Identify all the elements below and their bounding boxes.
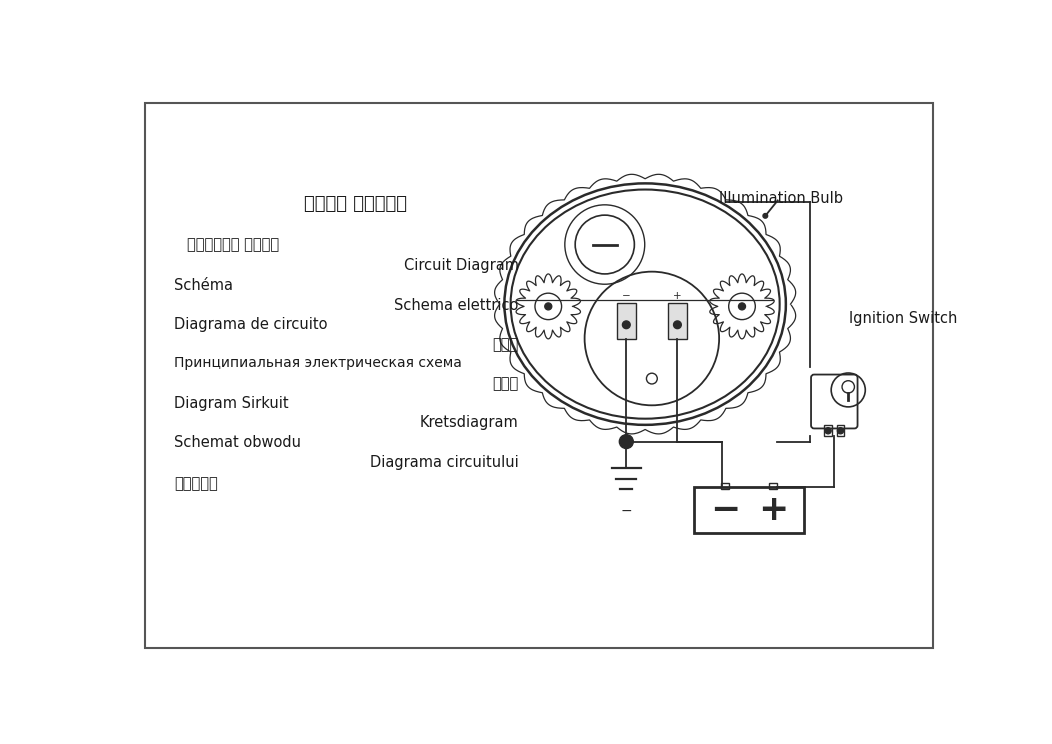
Text: Kretsdiagram: Kretsdiagram <box>420 415 519 430</box>
Text: −: − <box>621 504 632 518</box>
Circle shape <box>620 434 633 449</box>
Circle shape <box>739 303 746 310</box>
Bar <box>694 487 804 533</box>
Circle shape <box>545 303 551 310</box>
Circle shape <box>837 428 844 434</box>
Circle shape <box>825 428 831 434</box>
Text: Diagrama de circuito: Diagrama de circuito <box>174 317 327 332</box>
Circle shape <box>623 321 630 329</box>
Text: 電路原理圖: 電路原理圖 <box>174 476 218 491</box>
Bar <box>769 483 777 489</box>
Circle shape <box>673 321 682 329</box>
Text: 回路図: 回路図 <box>492 337 519 352</box>
Text: Принципиальная электрическая схема: Принципиальная электрическая схема <box>174 356 462 370</box>
Text: Diagrama circuitului: Diagrama circuitului <box>370 455 519 470</box>
Text: −: − <box>710 493 740 527</box>
Text: सर्किट आरेख: सर्किट आरेख <box>187 237 279 253</box>
Text: Diagram Sirkuit: Diagram Sirkuit <box>174 396 288 411</box>
Text: सरकट चिँउर: सरकट चिँउर <box>304 195 407 213</box>
Bar <box>824 426 832 436</box>
Circle shape <box>763 214 768 218</box>
Text: +: + <box>758 493 789 527</box>
Text: Schemat obwodu: Schemat obwodu <box>174 435 301 450</box>
Bar <box>836 426 845 436</box>
Text: Schema elettrico: Schema elettrico <box>394 298 519 313</box>
Bar <box>616 303 635 339</box>
Text: +: + <box>673 291 682 301</box>
Text: Schéma: Schéma <box>174 278 232 292</box>
Text: Illumination Bulb: Illumination Bulb <box>719 190 843 205</box>
Text: 회로도: 회로도 <box>492 376 519 391</box>
Text: Ignition Switch: Ignition Switch <box>849 311 957 326</box>
Text: Circuit Diagram: Circuit Diagram <box>404 257 519 272</box>
Bar <box>721 483 729 489</box>
Text: −: − <box>622 291 631 301</box>
Bar <box>668 303 687 339</box>
